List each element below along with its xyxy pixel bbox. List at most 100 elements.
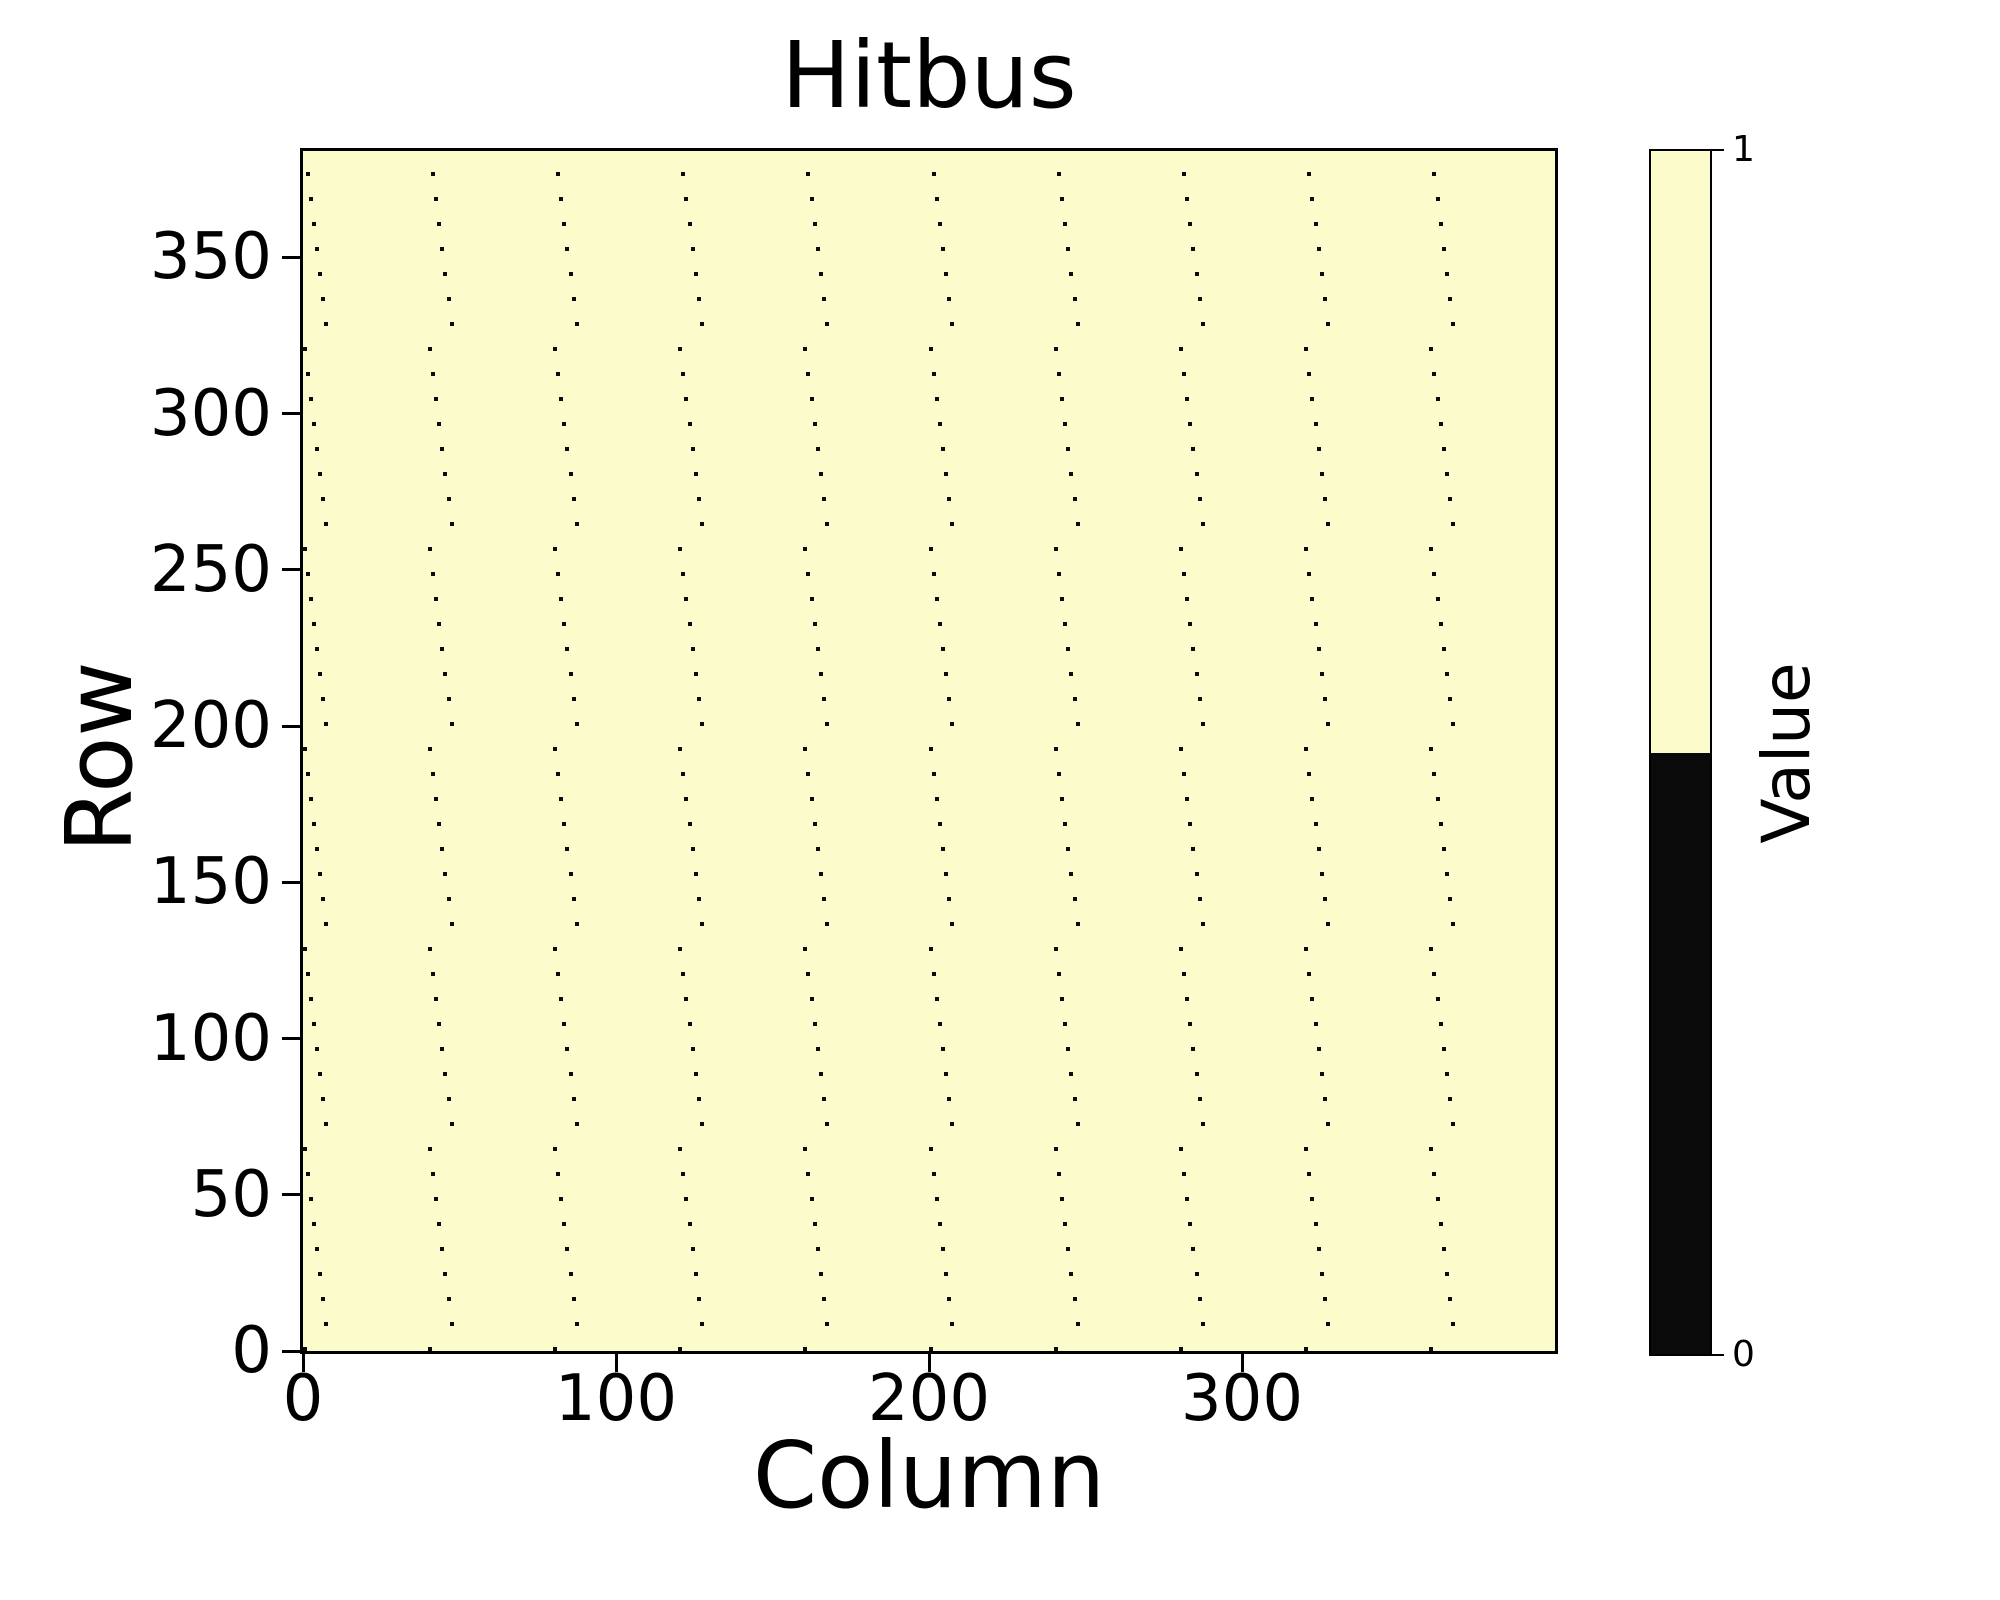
zero-value-pixel bbox=[1319, 1072, 1324, 1077]
zero-value-pixel bbox=[437, 822, 442, 827]
zero-value-pixel bbox=[559, 597, 564, 602]
zero-value-pixel bbox=[687, 822, 692, 827]
zero-value-pixel bbox=[446, 897, 451, 902]
zero-value-pixel bbox=[1445, 472, 1449, 477]
zero-value-pixel bbox=[1060, 797, 1065, 802]
zero-value-pixel bbox=[1178, 947, 1183, 952]
zero-value-pixel bbox=[1441, 647, 1446, 652]
zero-value-pixel bbox=[556, 572, 561, 577]
zero-value-pixel bbox=[562, 222, 567, 227]
zero-value-pixel bbox=[681, 972, 686, 977]
zero-value-pixel bbox=[1435, 797, 1440, 802]
zero-value-pixel bbox=[440, 847, 445, 852]
zero-value-pixel bbox=[815, 247, 820, 252]
zero-value-pixel bbox=[681, 772, 686, 777]
zero-value-pixel bbox=[1056, 972, 1061, 977]
colorbar-tick-mark bbox=[1712, 149, 1724, 151]
zero-value-pixel bbox=[559, 197, 564, 202]
zero-value-pixel bbox=[568, 272, 573, 277]
zero-value-pixel bbox=[950, 522, 955, 527]
zero-value-pixel bbox=[1432, 972, 1437, 977]
zero-value-pixel bbox=[806, 772, 811, 777]
zero-value-pixel bbox=[693, 872, 698, 877]
zero-value-pixel bbox=[1435, 197, 1440, 202]
zero-value-pixel bbox=[1313, 822, 1318, 827]
zero-value-pixel bbox=[434, 997, 439, 1002]
zero-value-pixel bbox=[318, 272, 323, 277]
zero-value-pixel bbox=[1448, 897, 1453, 902]
zero-value-pixel bbox=[1066, 447, 1071, 452]
zero-value-pixel bbox=[1322, 1297, 1327, 1302]
zero-value-pixel bbox=[1069, 1272, 1074, 1277]
zero-value-pixel bbox=[305, 1172, 310, 1177]
zero-value-pixel bbox=[947, 297, 952, 302]
zero-value-pixel bbox=[1194, 872, 1199, 877]
zero-value-pixel bbox=[315, 647, 320, 652]
zero-value-pixel bbox=[696, 1097, 701, 1102]
zero-value-pixel bbox=[1072, 897, 1077, 902]
zero-value-pixel bbox=[552, 547, 557, 552]
zero-value-pixel bbox=[931, 572, 936, 577]
zero-value-pixel bbox=[1191, 447, 1196, 452]
zero-value-pixel bbox=[1451, 722, 1456, 727]
zero-value-pixel bbox=[303, 1347, 307, 1351]
zero-value-pixel bbox=[574, 922, 579, 927]
zero-value-pixel bbox=[552, 947, 557, 952]
y-tick-label: 200 bbox=[149, 689, 272, 763]
zero-value-pixel bbox=[947, 497, 952, 502]
zero-value-pixel bbox=[1060, 1197, 1065, 1202]
x-tick-label: 100 bbox=[554, 1362, 678, 1436]
zero-value-pixel bbox=[1197, 697, 1202, 702]
zero-value-pixel bbox=[809, 797, 814, 802]
zero-value-pixel bbox=[303, 947, 307, 952]
zero-value-pixel bbox=[678, 547, 683, 552]
zero-value-pixel bbox=[1319, 872, 1324, 877]
zero-value-pixel bbox=[1056, 1172, 1061, 1177]
zero-value-pixel bbox=[1188, 622, 1193, 627]
zero-value-pixel bbox=[1178, 547, 1183, 552]
zero-value-pixel bbox=[1316, 247, 1321, 252]
zero-value-pixel bbox=[690, 847, 695, 852]
zero-value-pixel bbox=[822, 697, 827, 702]
zero-value-pixel bbox=[1435, 597, 1440, 602]
zero-value-pixel bbox=[308, 197, 313, 202]
zero-value-pixel bbox=[928, 947, 933, 952]
zero-value-pixel bbox=[822, 897, 827, 902]
zero-value-pixel bbox=[693, 1072, 698, 1077]
zero-value-pixel bbox=[941, 1247, 946, 1252]
zero-value-pixel bbox=[318, 872, 323, 877]
zero-value-pixel bbox=[941, 247, 946, 252]
zero-value-pixel bbox=[1185, 597, 1190, 602]
zero-value-pixel bbox=[318, 1272, 323, 1277]
colorbar-low-segment bbox=[1651, 752, 1710, 1354]
zero-value-pixel bbox=[434, 797, 439, 802]
zero-value-pixel bbox=[559, 997, 564, 1002]
y-tick-label: 250 bbox=[149, 532, 272, 607]
zero-value-pixel bbox=[559, 397, 564, 402]
zero-value-pixel bbox=[565, 447, 570, 452]
zero-value-pixel bbox=[687, 1022, 692, 1027]
zero-value-pixel bbox=[1185, 397, 1190, 402]
zero-value-pixel bbox=[825, 522, 830, 527]
zero-value-pixel bbox=[947, 1297, 952, 1302]
zero-value-pixel bbox=[430, 772, 435, 777]
colorbar-label: Value bbox=[1748, 662, 1825, 844]
zero-value-pixel bbox=[678, 347, 683, 352]
zero-value-pixel bbox=[684, 1197, 689, 1202]
zero-value-pixel bbox=[950, 322, 955, 327]
zero-value-pixel bbox=[427, 547, 432, 552]
zero-value-pixel bbox=[562, 1222, 567, 1227]
zero-value-pixel bbox=[315, 447, 320, 452]
zero-value-pixel bbox=[806, 172, 811, 177]
zero-value-pixel bbox=[324, 722, 329, 727]
zero-value-pixel bbox=[822, 297, 827, 302]
zero-value-pixel bbox=[809, 597, 814, 602]
zero-value-pixel bbox=[574, 522, 579, 527]
zero-value-pixel bbox=[574, 1322, 579, 1327]
zero-value-pixel bbox=[1194, 472, 1199, 477]
zero-value-pixel bbox=[1069, 1072, 1074, 1077]
zero-value-pixel bbox=[1188, 222, 1193, 227]
y-tick-label: 50 bbox=[190, 1157, 272, 1232]
zero-value-pixel bbox=[430, 972, 435, 977]
zero-value-pixel bbox=[1451, 1122, 1456, 1127]
